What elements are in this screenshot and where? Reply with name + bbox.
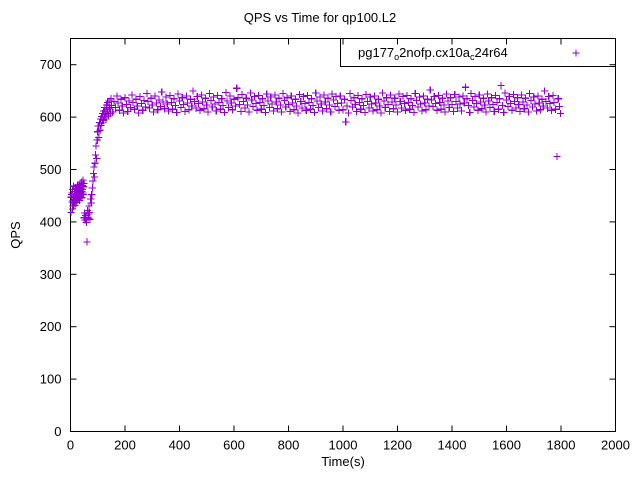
x-tick-label: 1800 <box>547 438 576 453</box>
x-tick-label: 2000 <box>601 438 630 453</box>
x-axis-ticks: 0 200 400 600 800 1000 1200 1400 1600 1800 2000 <box>67 38 630 453</box>
x-tick-label: 1400 <box>438 438 467 453</box>
y-tick-label: 400 <box>40 214 62 229</box>
x-tick-label: 1600 <box>492 438 521 453</box>
x-tick-label: 200 <box>114 438 136 453</box>
x-tick-label: 400 <box>169 438 191 453</box>
legend-border <box>340 38 616 67</box>
y-tick-label: 700 <box>40 57 62 72</box>
y-tick-label: 500 <box>40 162 62 177</box>
legend: pg177o2nofp.cx10ac24r64 <box>340 38 616 67</box>
y-axis-label: QPS <box>8 221 23 249</box>
y-tick-label: 0 <box>54 424 61 439</box>
legend-entry-label: pg177o2nofp.cx10ac24r64 <box>358 45 508 62</box>
legend-marker-plus <box>572 49 580 57</box>
y-tick-label: 600 <box>40 110 62 125</box>
x-tick-label: 1200 <box>383 438 412 453</box>
x-tick-label: 1000 <box>329 438 358 453</box>
x-tick-label: 600 <box>223 438 245 453</box>
chart-title: QPS vs Time for qp100.L2 <box>243 10 397 25</box>
data-series-points <box>67 82 565 246</box>
x-tick-label: 0 <box>67 438 74 453</box>
y-tick-label: 100 <box>40 372 62 387</box>
scatter-series <box>67 82 565 246</box>
y-axis-ticks: 0 100 200 300 400 500 600 700 <box>40 57 616 439</box>
x-axis-label: Time(s) <box>321 454 365 469</box>
y-tick-label: 300 <box>40 267 62 282</box>
x-tick-label: 800 <box>278 438 300 453</box>
y-tick-label: 200 <box>40 319 62 334</box>
